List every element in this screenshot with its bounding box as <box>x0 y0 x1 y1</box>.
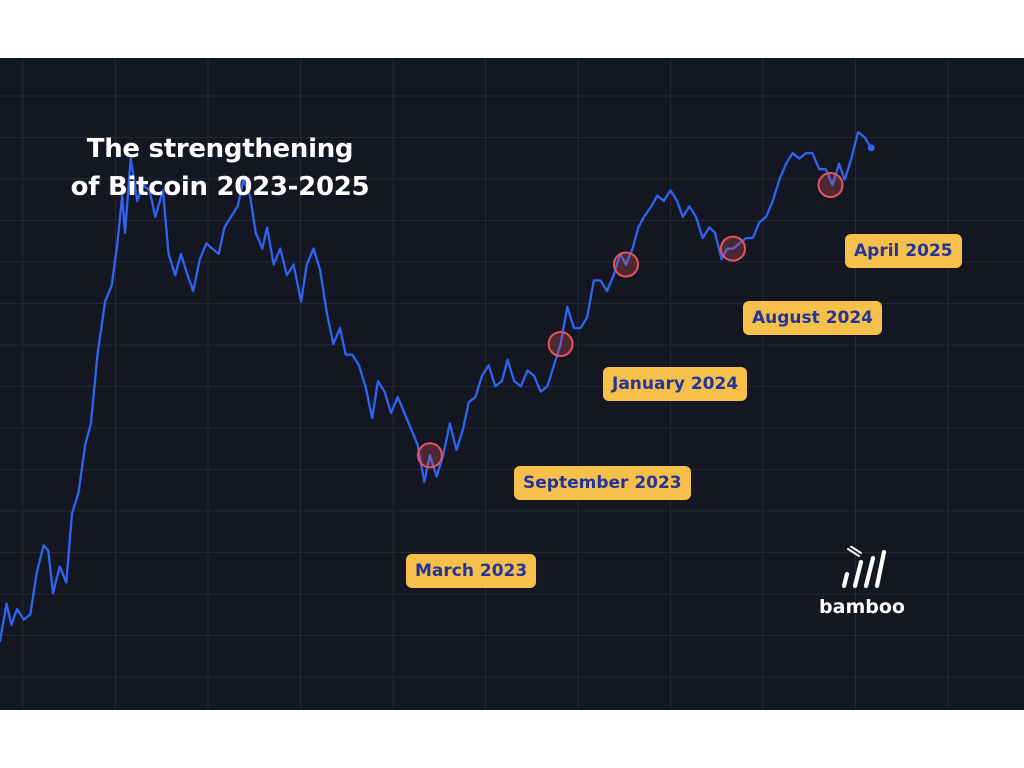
dip-markers <box>416 172 844 469</box>
dip-marker-4 <box>719 235 746 262</box>
chart-title-line-2: of Bitcoin 2023-2025 <box>70 172 370 202</box>
chart-grid <box>0 58 1024 710</box>
dip-marker-1 <box>416 442 443 469</box>
callout-march-2023: March 2023 <box>406 554 537 588</box>
line-chart <box>0 58 1024 710</box>
bamboo-logo-text: bamboo <box>819 596 905 618</box>
price-series-line <box>0 130 873 642</box>
callout-april-2025: April 2025 <box>845 234 962 268</box>
bamboo-logo: bamboo <box>810 546 914 626</box>
chart-title: The strengthening of Bitcoin 2023-2025 <box>40 130 400 206</box>
chart-panel: The strengthening of Bitcoin 2023-2025 M… <box>0 58 1024 710</box>
chart-title-line-1: The strengthening <box>86 134 354 164</box>
dip-marker-2 <box>547 331 574 357</box>
callout-august-2024: August 2024 <box>743 301 883 335</box>
dip-marker-3 <box>612 251 639 278</box>
series-end-point <box>867 144 875 152</box>
dip-marker-5 <box>817 172 844 198</box>
callout-january-2024: January 2024 <box>603 367 748 401</box>
bamboo-logo-icon <box>841 546 887 589</box>
callout-september-2023: September 2023 <box>514 466 691 500</box>
